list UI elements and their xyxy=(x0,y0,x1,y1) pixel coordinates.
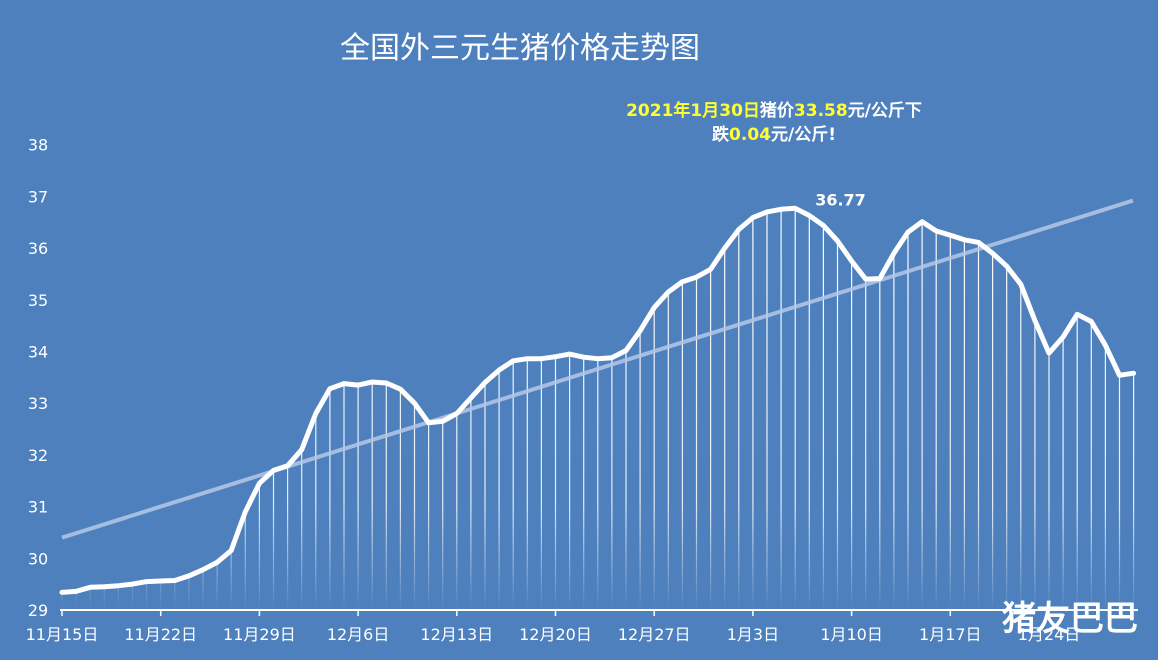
y-tick-label: 38 xyxy=(28,136,48,155)
annotation-segment: 元/公斤! xyxy=(771,125,836,145)
y-tick-label: 35 xyxy=(28,291,48,310)
x-tick-label: 12月20日 xyxy=(519,625,592,644)
y-tick-label: 29 xyxy=(28,601,48,620)
x-tick-label: 1月17日 xyxy=(919,625,982,644)
y-tick-label: 33 xyxy=(28,394,48,413)
y-tick-label: 36 xyxy=(28,239,48,258)
watermark-text: 猪友巴巴 xyxy=(1002,599,1138,639)
peak-value-label: 36.77 xyxy=(815,190,866,209)
trend-line xyxy=(61,198,1134,540)
annotation-line-2: 跌0.04元/公斤! xyxy=(712,125,836,145)
y-tick-label: 31 xyxy=(28,498,48,517)
x-axis: 11月15日 11月22日 11月29日 12月6日 12月13日 12月20日 12月27… xyxy=(26,609,1138,644)
x-tick-label: 11月22日 xyxy=(124,625,197,644)
price-annotation: 2021年1月30日猪价33.58元/公斤下 跌0.04元/公斤! xyxy=(626,100,922,145)
chart-title: 全国外三元生猪价格走势图 xyxy=(340,31,700,66)
annotation-segment: 33.58 xyxy=(794,101,848,121)
x-tick-label: 12月13日 xyxy=(420,625,493,644)
x-tick-label: 11月29日 xyxy=(223,625,296,644)
x-tick-label: 12月27日 xyxy=(618,625,691,644)
y-axis: 29 30 31 32 33 34 35 36 37 38 xyxy=(28,136,48,620)
x-tick-label: 12月6日 xyxy=(327,625,390,644)
y-tick-label: 34 xyxy=(28,343,48,362)
annotation-line-1: 2021年1月30日猪价33.58元/公斤下 xyxy=(626,100,922,121)
x-tick-label: 1月10日 xyxy=(820,625,883,644)
x-tick-label: 1月3日 xyxy=(727,625,779,644)
annotation-segment: 猪价 xyxy=(760,100,795,121)
annotation-segment: 跌 xyxy=(712,125,730,145)
annotation-segment: 2021年1月30日 xyxy=(626,100,760,121)
annotation-segment: 0.04 xyxy=(729,125,771,145)
annotation-segment: 元/公斤下 xyxy=(848,101,922,121)
x-tick-label: 11月15日 xyxy=(26,625,99,644)
y-tick-label: 30 xyxy=(28,549,48,568)
series-line xyxy=(59,205,1137,595)
y-tick-label: 32 xyxy=(28,446,48,465)
value-stems xyxy=(61,208,1135,610)
y-tick-label: 37 xyxy=(28,187,48,206)
x-tick-label: 1月24日 xyxy=(1018,625,1081,644)
